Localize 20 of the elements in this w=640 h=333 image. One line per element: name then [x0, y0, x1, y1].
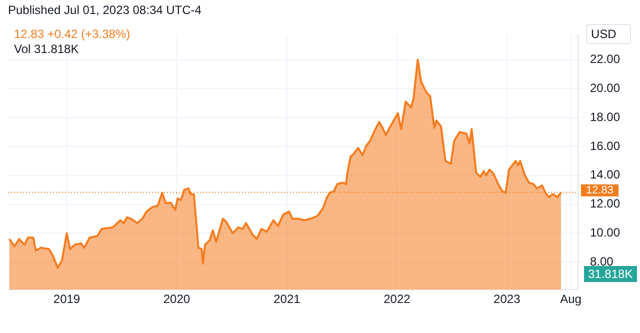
y-axis-title: USD	[586, 24, 632, 44]
y-tick-label: 10.00	[590, 226, 620, 240]
y-tick-label: 20.00	[590, 80, 620, 95]
x-tick-label: 2020	[163, 292, 190, 306]
y-tick-label: 18.00	[590, 110, 620, 124]
y-tick-label: 16.00	[590, 138, 620, 153]
y-tick-label: 14.00	[590, 168, 620, 182]
x-tick-label: 2023	[494, 292, 521, 306]
x-tick-label: 2022	[384, 292, 411, 306]
ref-line-label: 12.83	[586, 184, 614, 196]
annotation: Vol 31.818K	[14, 42, 79, 56]
y-tick-label: 22.00	[590, 52, 620, 66]
x-tick-label: Aug	[560, 292, 582, 306]
chart-title: Published Jul 01, 2023 08:34 UTC-4	[8, 3, 202, 17]
y-tick-label: 8.00	[590, 254, 614, 268]
y-tick-label: 12.00	[590, 196, 620, 211]
text: 31.818K	[584, 266, 637, 282]
x-tick-label: 2021	[274, 292, 301, 306]
chart-subtitle: 12.83 +0.42 (+3.38%)	[14, 27, 130, 41]
x-tick-label: 2019	[53, 292, 80, 306]
